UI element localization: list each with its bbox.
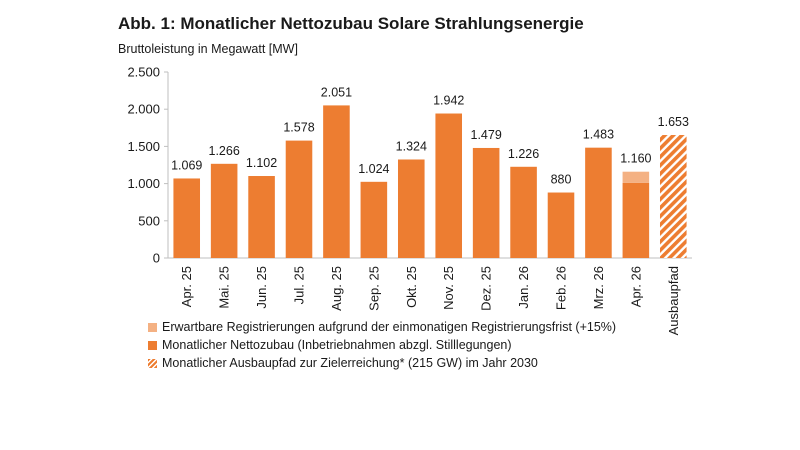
bar-net-addition xyxy=(585,147,612,258)
legend-item-expected: Erwartbare Registrierungen aufgrund der … xyxy=(148,318,616,336)
y-tick-label: 1.500 xyxy=(127,139,160,154)
data-label: 1.069 xyxy=(171,158,202,172)
x-tick-label: Jan. 26 xyxy=(516,266,531,309)
data-label: 1.483 xyxy=(583,128,614,142)
legend-label-expected: Erwartbare Registrierungen aufgrund der … xyxy=(162,320,617,334)
data-label: 1.942 xyxy=(433,94,464,108)
bar-net-addition xyxy=(360,181,388,258)
bar-net-addition xyxy=(323,105,350,258)
x-tick-label: Apr. 25 xyxy=(179,266,194,307)
x-tick-label: Mrz. 26 xyxy=(591,266,606,309)
data-label: 1.653 xyxy=(658,115,689,129)
data-label: 1.324 xyxy=(396,139,427,153)
data-label: 1.160 xyxy=(620,152,651,166)
x-tick-label: Apr. 26 xyxy=(628,266,643,307)
data-label: 880 xyxy=(551,173,572,187)
data-label: 1.479 xyxy=(471,128,502,142)
legend-label-expansion-path: Monatlicher Ausbaupfad zur Zielerreichun… xyxy=(162,356,538,370)
y-tick-label: 2.500 xyxy=(127,65,160,80)
bar-net-addition xyxy=(472,147,500,258)
bar-expansion-path xyxy=(659,135,687,258)
bar-expected-registrations xyxy=(622,171,650,183)
legend-label-net-addition: Monatlicher Nettozubau (Inbetriebnahmen … xyxy=(162,338,512,352)
x-tick-label: Jul. 25 xyxy=(292,266,307,304)
y-tick-label: 0 xyxy=(153,251,160,266)
y-tick-label: 1.000 xyxy=(127,176,160,191)
x-tick-label: Okt. 25 xyxy=(404,266,419,308)
bar-net-addition xyxy=(173,178,201,258)
data-label: 1.578 xyxy=(283,121,314,135)
legend-item-net-addition: Monatlicher Nettozubau (Inbetriebnahmen … xyxy=(148,336,616,354)
bar-net-addition xyxy=(547,192,575,258)
bar-net-addition xyxy=(622,182,650,258)
legend-swatch-expected xyxy=(148,322,157,332)
legend-item-expansion-path: Monatlicher Ausbaupfad zur Zielerreichun… xyxy=(148,354,616,372)
bar-net-addition xyxy=(510,166,537,258)
y-tick-label: 500 xyxy=(138,213,160,228)
data-label: 1.024 xyxy=(358,162,389,176)
legend-swatch-expansion-path xyxy=(148,358,157,368)
x-tick-label: Ausbaupfad xyxy=(666,266,681,335)
x-tick-label: Nov. 25 xyxy=(441,266,456,310)
data-label: 2.051 xyxy=(321,85,352,99)
bar-net-addition xyxy=(210,163,238,258)
legend-swatch-net-addition xyxy=(148,340,157,350)
data-label: 1.226 xyxy=(508,147,539,161)
bar-net-addition xyxy=(397,159,425,258)
y-tick-label: 2.000 xyxy=(127,102,160,117)
chart-title: Abb. 1: Monatlicher Nettozubau Solare St… xyxy=(118,14,584,33)
data-label: 1.102 xyxy=(246,156,277,170)
x-tick-label: Dez. 25 xyxy=(479,266,494,311)
x-tick-label: Jun. 25 xyxy=(254,266,269,309)
chart-legend: Erwartbare Registrierungen aufgrund der … xyxy=(148,318,616,372)
bar-net-addition xyxy=(248,176,275,258)
data-label: 1.266 xyxy=(209,144,240,158)
x-tick-label: Sep. 25 xyxy=(366,266,381,311)
bar-net-addition xyxy=(285,140,313,258)
bar-net-addition xyxy=(435,113,463,258)
x-tick-label: Feb. 26 xyxy=(554,266,569,310)
x-tick-label: Mai. 25 xyxy=(217,266,232,309)
x-tick-label: Aug. 25 xyxy=(329,266,344,311)
chart-subtitle: Bruttoleistung in Megawatt [MW] xyxy=(118,42,298,56)
